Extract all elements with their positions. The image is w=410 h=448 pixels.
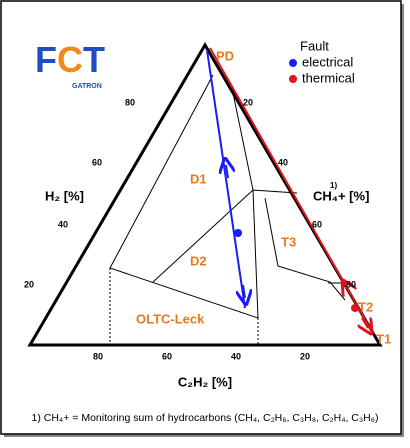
legend-item: electrical	[302, 54, 353, 69]
electrical-point	[234, 229, 242, 237]
zone-label: D2	[190, 253, 207, 268]
zone-label: T1	[376, 331, 391, 346]
legend-dot	[289, 75, 297, 83]
axis-title: C₂H₂ [%]	[178, 374, 232, 389]
zone-label: D1	[190, 171, 207, 186]
logo-letter: C	[57, 39, 83, 80]
logo-letter: F	[35, 39, 57, 80]
tick-label: 20	[300, 351, 310, 361]
zone-label: PD	[216, 48, 234, 63]
arrow	[226, 165, 228, 179]
triangle	[27, 42, 383, 347]
axis-title: H₂ [%]	[45, 188, 84, 203]
tick-label: 40	[231, 351, 241, 361]
logo-sub: GATRON	[72, 83, 102, 90]
logo-letter: T	[83, 39, 105, 80]
logo: FCT	[35, 39, 105, 80]
arrow	[346, 286, 352, 296]
axis-sup: 1)	[330, 181, 337, 190]
frame	[0, 0, 402, 435]
tick-label: 60	[312, 219, 322, 229]
arrow	[243, 284, 245, 298]
tick-label: 80	[125, 97, 135, 107]
tick-label: 60	[162, 351, 172, 361]
electrical-path	[206, 49, 246, 309]
zone-label: OLTC-Leck	[136, 311, 205, 326]
tick-label: 40	[278, 157, 288, 167]
tick-label: 80	[346, 279, 356, 289]
legend-dot	[289, 59, 297, 67]
tick-label: 20	[243, 97, 253, 107]
tick-label: 60	[92, 157, 102, 167]
legend-title: Fault	[300, 38, 329, 53]
footnote: 1) CH₄+ = Monitoring sum of hydrocarbons…	[32, 412, 379, 424]
tick-label: 20	[24, 279, 34, 289]
zone-label: T2	[358, 299, 373, 314]
zone-label: T3	[281, 234, 296, 249]
legend-item: thermical	[302, 70, 355, 85]
axis-title: CH₄+ [%]	[313, 188, 369, 203]
tick-label: 40	[58, 219, 68, 229]
thermal-point	[351, 304, 359, 312]
tick-label: 80	[93, 351, 103, 361]
arrow	[362, 318, 368, 328]
